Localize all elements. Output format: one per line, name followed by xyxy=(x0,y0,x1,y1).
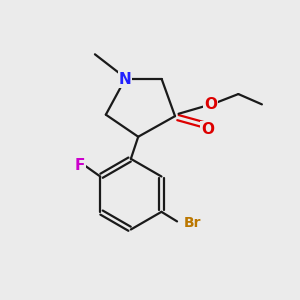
Text: O: O xyxy=(204,97,217,112)
Text: F: F xyxy=(74,158,85,173)
Text: Br: Br xyxy=(184,217,202,230)
Text: N: N xyxy=(118,72,131,87)
Text: O: O xyxy=(201,122,214,137)
